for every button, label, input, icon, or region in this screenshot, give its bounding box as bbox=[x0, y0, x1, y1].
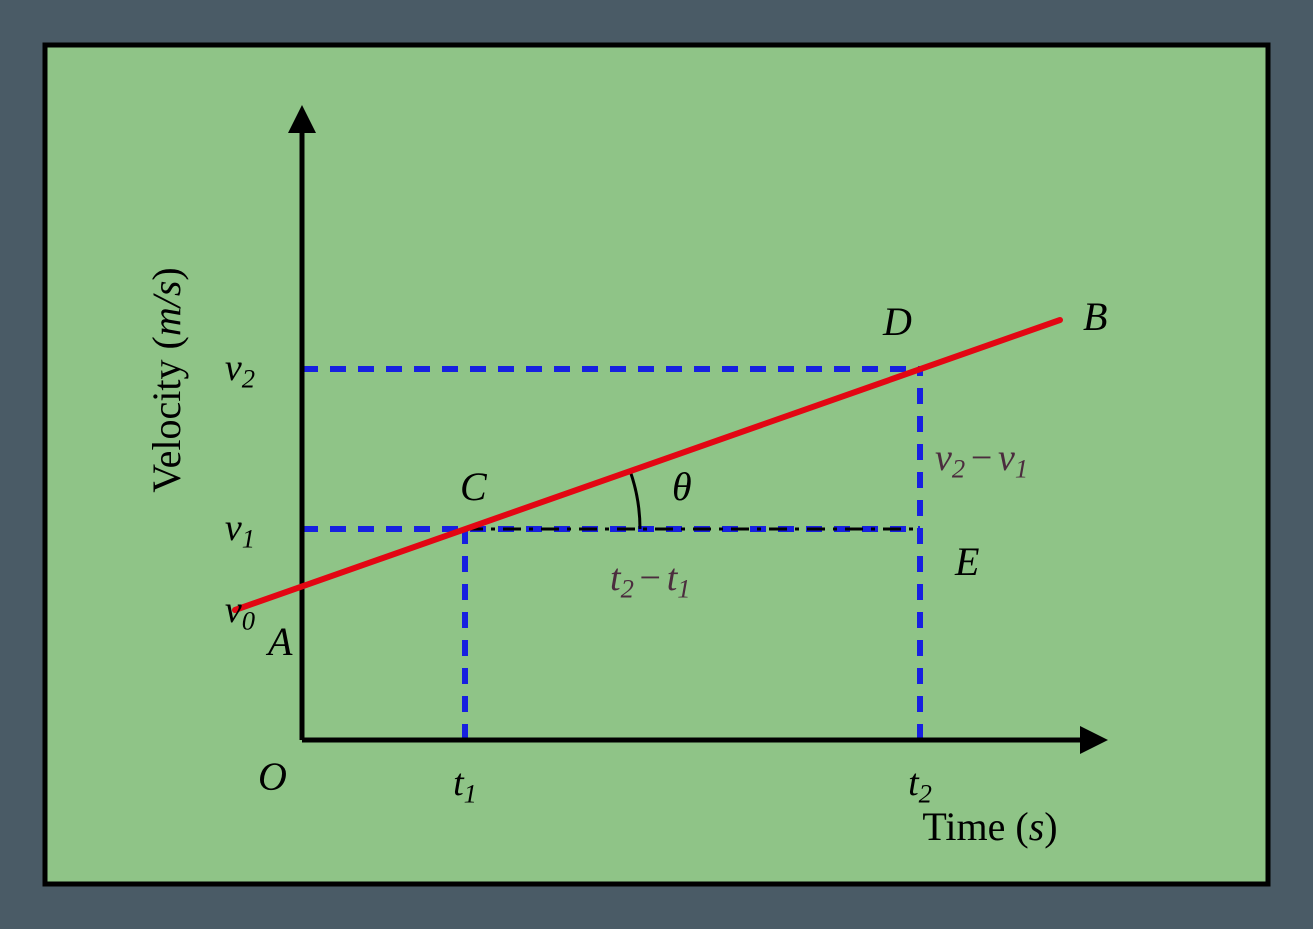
svg-text:O: O bbox=[258, 754, 287, 799]
svg-text:B: B bbox=[1083, 294, 1107, 339]
svg-text:C: C bbox=[460, 464, 488, 509]
x-axis-label: Time (s) bbox=[922, 804, 1057, 849]
y-axis-label: Velocity (m/s) bbox=[144, 267, 189, 493]
svg-text:D: D bbox=[882, 299, 912, 344]
theta-label: θ bbox=[672, 464, 692, 509]
svg-text:v2−v1: v2−v1 bbox=[935, 437, 1028, 484]
svg-text:A: A bbox=[265, 619, 293, 664]
svg-text:E: E bbox=[954, 539, 979, 584]
